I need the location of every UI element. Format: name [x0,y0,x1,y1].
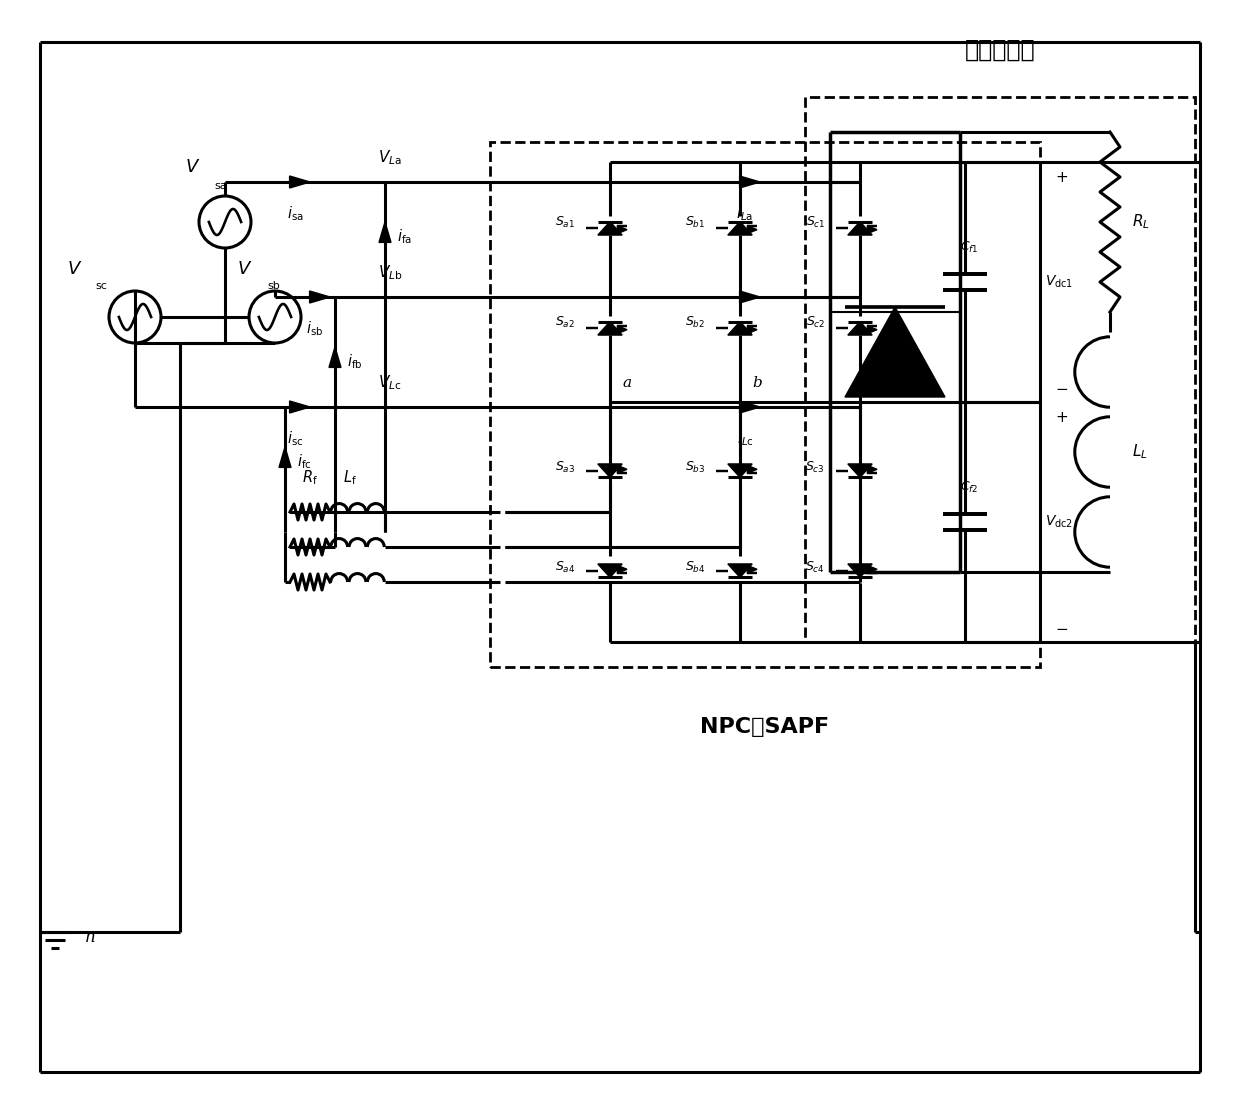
Text: $S_{b4}$: $S_{b4}$ [684,559,706,575]
Text: b: b [751,376,761,389]
Polygon shape [739,401,760,413]
Text: $i_{L\mathrm{c}}$: $i_{L\mathrm{c}}$ [737,429,754,448]
Polygon shape [618,565,627,574]
Polygon shape [290,401,310,413]
Text: $V_{L\mathrm{b}}$: $V_{L\mathrm{b}}$ [378,264,402,282]
Polygon shape [598,221,622,235]
Text: $L_L$: $L_L$ [1132,443,1148,461]
Polygon shape [748,465,758,474]
Text: $S_{a1}$: $S_{a1}$ [556,215,575,229]
Text: $V$: $V$ [237,260,253,278]
Text: $i_{L\mathrm{a}}$: $i_{L\mathrm{a}}$ [737,203,754,222]
Text: $i_{\mathrm{sa}}$: $i_{\mathrm{sa}}$ [286,203,304,222]
Text: $S_{b3}$: $S_{b3}$ [684,459,706,475]
Text: $V_{L\mathrm{a}}$: $V_{L\mathrm{a}}$ [378,148,402,167]
Polygon shape [379,222,391,242]
Polygon shape [618,465,627,474]
Text: sb: sb [267,281,280,291]
Text: $V$: $V$ [67,260,83,278]
Polygon shape [867,226,877,234]
Polygon shape [279,447,291,467]
Text: $-$: $-$ [1055,379,1068,395]
Text: a: a [622,376,631,389]
Text: $S_{c2}$: $S_{c2}$ [806,315,825,329]
Text: +: + [1055,409,1068,425]
Text: $V_{\mathrm{dc2}}$: $V_{\mathrm{dc2}}$ [1045,514,1073,530]
Polygon shape [867,465,877,474]
Polygon shape [728,321,753,335]
Text: $i_{\mathrm{fc}}$: $i_{\mathrm{fc}}$ [298,451,311,470]
Text: $C_{f1}$: $C_{f1}$ [960,239,978,255]
Text: $-$: $-$ [1055,619,1068,635]
Text: $V_{L\mathrm{c}}$: $V_{L\mathrm{c}}$ [378,374,402,393]
Polygon shape [618,226,627,234]
Text: $S_{a2}$: $S_{a2}$ [556,315,575,329]
Polygon shape [748,565,758,574]
Text: sa: sa [215,181,227,191]
Text: $R_L$: $R_L$ [1132,212,1149,231]
Text: $S_{c4}$: $S_{c4}$ [805,559,825,575]
Polygon shape [748,226,758,234]
Polygon shape [728,221,753,235]
Text: $i_{\mathrm{sc}}$: $i_{\mathrm{sc}}$ [286,429,304,448]
Text: $i_{\mathrm{fa}}$: $i_{\mathrm{fa}}$ [397,227,412,246]
Polygon shape [867,565,877,574]
Polygon shape [329,347,341,367]
Text: $R_{\mathrm{f}}$: $R_{\mathrm{f}}$ [303,468,317,487]
Polygon shape [848,564,872,577]
Polygon shape [310,291,330,302]
Polygon shape [848,221,872,235]
Polygon shape [598,321,622,335]
Text: c: c [872,376,880,389]
Polygon shape [739,176,760,188]
Polygon shape [290,176,310,188]
Text: $i_{\mathrm{sb}}$: $i_{\mathrm{sb}}$ [306,319,324,338]
Polygon shape [848,464,872,477]
Text: $S_{b2}$: $S_{b2}$ [684,315,706,329]
Text: $L_{\mathrm{f}}$: $L_{\mathrm{f}}$ [343,468,357,487]
Text: $S_{c3}$: $S_{c3}$ [805,459,825,475]
Polygon shape [844,307,945,397]
Text: $S_{a3}$: $S_{a3}$ [554,459,575,475]
Text: $C_{f2}$: $C_{f2}$ [960,479,978,495]
Text: 非线性负载: 非线性负载 [965,38,1035,62]
Text: $V_{\mathrm{dc1}}$: $V_{\mathrm{dc1}}$ [1045,274,1074,290]
Polygon shape [867,326,877,334]
Polygon shape [748,326,758,334]
Polygon shape [598,464,622,477]
Text: $i_{\mathrm{fb}}$: $i_{\mathrm{fb}}$ [347,353,362,370]
Text: NPC型SAPF: NPC型SAPF [701,717,830,737]
Text: $S_{a4}$: $S_{a4}$ [554,559,575,575]
Text: $S_{c1}$: $S_{c1}$ [806,215,825,229]
Polygon shape [728,564,753,577]
Text: +: + [1055,169,1068,185]
Polygon shape [618,326,627,334]
Polygon shape [598,564,622,577]
Polygon shape [739,291,760,302]
Polygon shape [848,321,872,335]
Text: $V$: $V$ [185,158,201,176]
Text: n: n [86,929,95,945]
Text: $i_{L\mathrm{b}}$: $i_{L\mathrm{b}}$ [737,319,754,338]
Text: $S_{b1}$: $S_{b1}$ [684,215,706,229]
Text: sc: sc [95,281,107,291]
Polygon shape [728,464,753,477]
